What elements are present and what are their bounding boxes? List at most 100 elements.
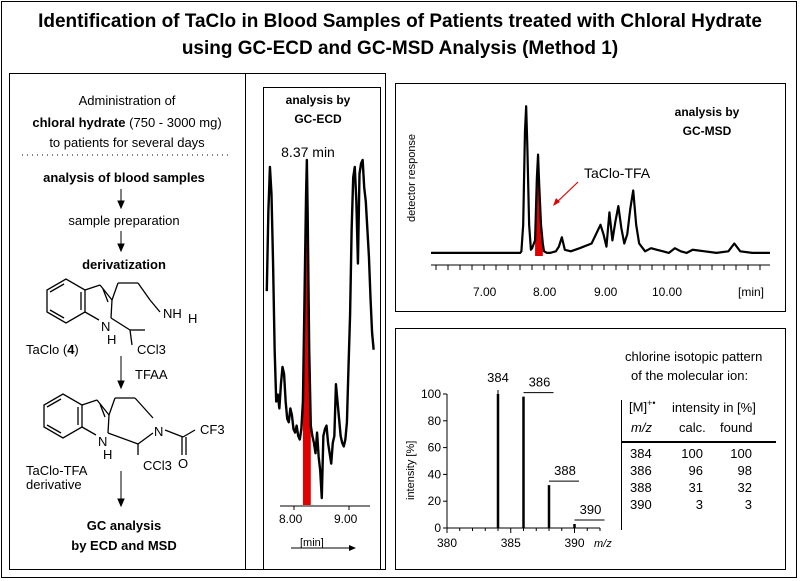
ecd-tick-800: 8.00: [279, 512, 303, 526]
iso-cell-found: 32: [737, 480, 752, 495]
flow-arrows: [117, 189, 125, 508]
taclo-label-text: TaClo (: [26, 342, 68, 357]
iso-title-1: chlorine isotopic pattern: [625, 349, 763, 364]
iso-cell-mz: 390: [630, 497, 652, 512]
taclo-label: TaClo (4): [26, 342, 79, 357]
ecd-peak-label: 8.37 min: [281, 144, 335, 160]
msd-peak-label: TaClo-TFA: [584, 165, 651, 181]
atom-n: N: [101, 319, 110, 334]
ms-y-tick-label: 40: [428, 467, 442, 481]
msd-header-2: GC-MSD: [682, 124, 732, 138]
title-line-1: Identification of TaClo in Blood Samples…: [38, 11, 762, 32]
title-line-2: using GC-ECD and GC-MSD Analysis (Method…: [181, 38, 619, 59]
iso-col-mz: m/z: [631, 420, 652, 435]
admin-line-2: chloral hydrate (750 - 3000 mg): [32, 115, 221, 130]
msd-x-unit: [min]: [738, 285, 764, 299]
ms-x-tick-label: 385: [501, 536, 521, 550]
iso-mz-sup: +•: [647, 398, 656, 408]
msd-peak-pointer: [554, 181, 579, 205]
iso-cell-mz: 388: [630, 480, 652, 495]
ms-x-tick-label: 380: [437, 536, 457, 550]
iso-col-calc: calc.: [679, 420, 706, 435]
ms-peak-label: 390: [580, 502, 602, 517]
iso-cell-calc: 31: [688, 480, 703, 495]
admin-line-3: to patients for several days: [49, 135, 205, 150]
atom-h: H: [107, 332, 116, 347]
msd-header-1: analysis by: [674, 105, 740, 119]
ms-x-tick-label: 390: [564, 536, 584, 550]
iso-cell-calc: 3: [695, 497, 703, 512]
iso-cell-found: 98: [737, 463, 752, 478]
msd-y-label: detector response: [406, 134, 418, 222]
iso-cell-calc: 96: [688, 463, 703, 478]
final-line-1: GC analysis: [86, 518, 162, 533]
atom-nh: NH: [163, 306, 182, 321]
structure-atoms: N H NH H CCl3 N H N CF3 O CCl3: [98, 306, 225, 473]
iso-cell-calc: 100: [681, 446, 703, 461]
derivative-label: TaClo-TFA derivative: [26, 464, 87, 492]
ms-y-label: intensity [%]: [405, 441, 417, 500]
ms-peak-label: 386: [529, 375, 551, 390]
taclo-close: ): [74, 342, 79, 357]
chromatogram-trace: [265, 158, 375, 500]
reagent-label: TFAA: [135, 367, 168, 382]
ecd-panel: [263, 87, 381, 570]
atom-h: H: [103, 447, 112, 462]
admin-dose: (750 - 3000 mg): [125, 115, 222, 130]
derivative-line-2: derivative: [26, 477, 82, 492]
ms-y-tick-label: 0: [434, 521, 441, 535]
derivative-line-1: TaClo-TFA: [26, 463, 88, 478]
atom-ccl3: CCl3: [143, 458, 172, 473]
msd-tick-800: 8.00: [533, 285, 557, 299]
iso-col-int-head: intensity in [%]: [672, 400, 756, 415]
msd-panel: [395, 83, 786, 312]
step-derivatization: derivatization: [82, 257, 166, 272]
red-arrow-icon: [553, 198, 560, 206]
iso-cell-found: 100: [730, 446, 752, 461]
workflow-box: [9, 73, 246, 570]
step-sample-preparation: sample preparation: [68, 213, 180, 228]
iso-table-vline: [621, 400, 622, 530]
msd-tick-1000: 10.00: [652, 285, 682, 299]
figure-title: Identification of TaClo in Blood Samples…: [0, 8, 800, 62]
arrow-down-icon: [117, 380, 125, 390]
atom-ccl3: CCl3: [137, 342, 166, 357]
ms-peak-label: 384: [487, 370, 509, 385]
iso-col-mz-head: [M]+•: [629, 398, 655, 414]
iso-mz-bracket: [M]: [629, 399, 648, 415]
ms-y-tick-label: 100: [421, 387, 441, 401]
msd-tick-700: 7.00: [473, 285, 497, 299]
taclo-tfa-structure: [43, 393, 196, 455]
ecd-header-2: GC-ECD: [294, 112, 342, 126]
atom-cf3: CF3: [200, 422, 225, 437]
iso-cell-found: 3: [744, 497, 752, 512]
final-line-2: by ECD and MSD: [71, 538, 177, 553]
iso-title-2: of the molecular ion:: [631, 368, 749, 383]
ms-y-tick-label: 80: [428, 414, 442, 428]
ecd-header-1: analysis by: [285, 93, 351, 107]
atom-h: H: [188, 311, 197, 326]
highlight-peak-area: [302, 160, 311, 505]
iso-table-rule: [621, 441, 776, 443]
iso-col-found: found: [720, 420, 753, 435]
admin-substance: chloral hydrate: [32, 115, 126, 130]
arrow-down-icon: [117, 200, 125, 210]
step-analysis-blood: analysis of blood samples: [43, 170, 205, 185]
taclo-number: 4: [67, 342, 75, 357]
atom-n: N: [98, 434, 107, 449]
atom-n: N: [154, 424, 163, 439]
ecd-x-unit: [min]: [300, 537, 324, 549]
ms-y-tick-label: 20: [428, 494, 442, 508]
arrow-down-icon: [117, 498, 125, 508]
taclo-structure: [46, 278, 161, 346]
ms-x-label: m/z: [594, 538, 612, 550]
atom-o: O: [178, 456, 188, 471]
ms-y-tick-label: 60: [428, 441, 442, 455]
arrow-down-icon: [117, 243, 125, 253]
msd-tick-900: 9.00: [594, 285, 618, 299]
iso-cell-mz: 386: [630, 463, 652, 478]
